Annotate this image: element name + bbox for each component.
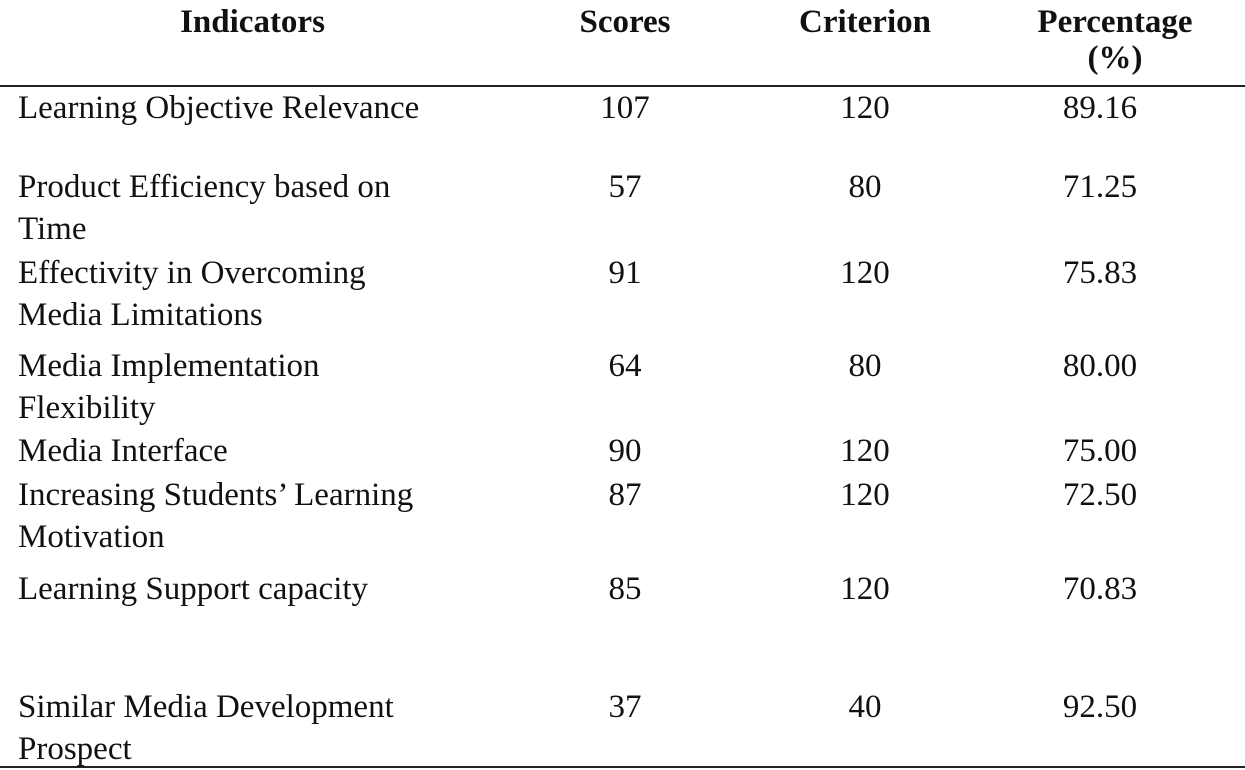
- header-rule: [0, 85, 1245, 87]
- indicator-line1: Media Implementation: [18, 348, 320, 384]
- bottom-rule: [0, 766, 1245, 768]
- percentage-cell: 71.25: [1062, 169, 1138, 205]
- percentage-cell: 72.50: [1062, 477, 1138, 513]
- percentage-cell: 89.16: [1062, 90, 1138, 126]
- indicator-line1: Media Interface: [18, 433, 228, 469]
- header-criterion: Criterion: [799, 4, 931, 40]
- criterion-cell: 120: [840, 90, 890, 126]
- indicator-cell: Effectivity in Overcoming Media Limitati…: [18, 252, 366, 336]
- indicator-cell: Media Interface: [18, 430, 228, 472]
- indicator-line1: Increasing Students’ Learning: [18, 477, 414, 513]
- criterion-cell: 40: [848, 689, 882, 725]
- score-cell: 90: [608, 433, 642, 469]
- indicator-line1: Learning Objective Relevance: [18, 90, 420, 126]
- indicator-cell: Increasing Students’ Learning Motivation: [18, 474, 413, 558]
- score-cell: 37: [608, 689, 642, 725]
- criterion-cell: 80: [848, 169, 882, 205]
- criterion-cell: 120: [840, 571, 890, 607]
- percentage-cell: 75.00: [1062, 433, 1138, 469]
- indicator-line2: Time: [18, 211, 87, 247]
- indicator-line1: Product Efficiency based on: [18, 169, 391, 205]
- header-indicators: Indicators: [180, 4, 325, 40]
- percentage-cell: 80.00: [1062, 348, 1138, 384]
- indicator-cell: Similar Media Development Prospect: [18, 686, 394, 770]
- score-cell: 85: [608, 571, 642, 607]
- indicator-cell: Learning Objective Relevance: [18, 87, 419, 129]
- score-cell: 57: [608, 169, 642, 205]
- score-cell: 87: [608, 477, 642, 513]
- indicator-cell: Media Implementation Flexibility: [18, 345, 320, 429]
- criterion-cell: 80: [848, 348, 882, 384]
- indicator-line2: Prospect: [18, 731, 132, 767]
- indicator-line2: Media Limitations: [18, 297, 263, 333]
- criterion-cell: 120: [840, 477, 890, 513]
- score-cell: 64: [608, 348, 642, 384]
- header-scores: Scores: [579, 4, 671, 40]
- indicator-cell: Product Efficiency based on Time: [18, 166, 390, 250]
- percentage-cell: 92.50: [1062, 689, 1138, 725]
- indicator-line1: Learning Support capacity: [18, 571, 369, 607]
- indicator-line2: Flexibility: [18, 390, 156, 426]
- indicator-line2: Motivation: [18, 519, 165, 555]
- indicator-cell: Learning Support capacity: [18, 568, 368, 610]
- percentage-cell: 70.83: [1062, 571, 1138, 607]
- criterion-cell: 120: [840, 433, 890, 469]
- percentage-cell: 75.83: [1062, 255, 1138, 291]
- header-percentage: Percentage (%): [1005, 4, 1225, 76]
- score-cell: 107: [600, 90, 650, 126]
- indicator-line1: Effectivity in Overcoming: [18, 255, 366, 291]
- header-percentage-line2: (%): [1087, 40, 1143, 76]
- indicator-line1: Similar Media Development: [18, 689, 394, 725]
- header-percentage-line1: Percentage: [1037, 4, 1193, 40]
- criterion-cell: 120: [840, 255, 890, 291]
- score-cell: 91: [608, 255, 642, 291]
